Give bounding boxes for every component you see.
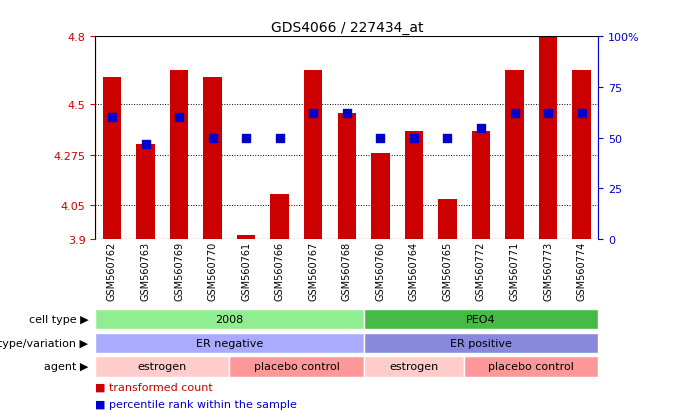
Text: placebo control: placebo control <box>254 361 339 372</box>
Bar <box>364 333 598 353</box>
Point <box>173 115 184 121</box>
Bar <box>95 309 364 330</box>
Point <box>274 135 285 142</box>
Bar <box>95 356 229 377</box>
Text: genotype/variation ▶: genotype/variation ▶ <box>0 338 88 348</box>
Text: 2008: 2008 <box>216 314 243 325</box>
Text: ■ transformed count: ■ transformed count <box>95 382 213 392</box>
Point <box>509 111 520 117</box>
Text: placebo control: placebo control <box>488 361 574 372</box>
Point <box>543 111 554 117</box>
Point <box>241 135 252 142</box>
Bar <box>304 71 322 240</box>
Bar <box>505 71 524 240</box>
Bar <box>203 78 222 240</box>
Point <box>140 141 151 148</box>
Point <box>475 125 486 131</box>
Text: PEO4: PEO4 <box>466 314 496 325</box>
Bar <box>136 145 155 240</box>
Bar <box>337 114 356 240</box>
Bar <box>371 154 390 240</box>
Bar <box>405 132 423 240</box>
Bar <box>229 356 364 377</box>
Title: GDS4066 / 227434_at: GDS4066 / 227434_at <box>271 21 423 35</box>
Bar <box>95 333 364 353</box>
Bar <box>103 78 121 240</box>
Point <box>409 135 420 142</box>
Point <box>107 115 118 121</box>
Point <box>442 135 453 142</box>
Bar <box>364 356 464 377</box>
Text: estrogen: estrogen <box>389 361 439 372</box>
Bar <box>271 195 289 240</box>
Point <box>207 135 218 142</box>
Bar <box>539 37 558 240</box>
Text: estrogen: estrogen <box>137 361 187 372</box>
Text: ■ percentile rank within the sample: ■ percentile rank within the sample <box>95 399 297 408</box>
Bar <box>237 235 256 240</box>
Bar <box>464 356 598 377</box>
Bar <box>170 71 188 240</box>
Bar <box>472 132 490 240</box>
Bar <box>438 199 457 240</box>
Text: ER negative: ER negative <box>196 338 263 348</box>
Point <box>576 111 587 117</box>
Bar <box>573 71 591 240</box>
Point <box>375 135 386 142</box>
Text: ER positive: ER positive <box>450 338 512 348</box>
Text: agent ▶: agent ▶ <box>44 361 88 372</box>
Text: cell type ▶: cell type ▶ <box>29 314 88 325</box>
Point <box>341 111 352 117</box>
Bar <box>364 309 598 330</box>
Point <box>308 111 319 117</box>
